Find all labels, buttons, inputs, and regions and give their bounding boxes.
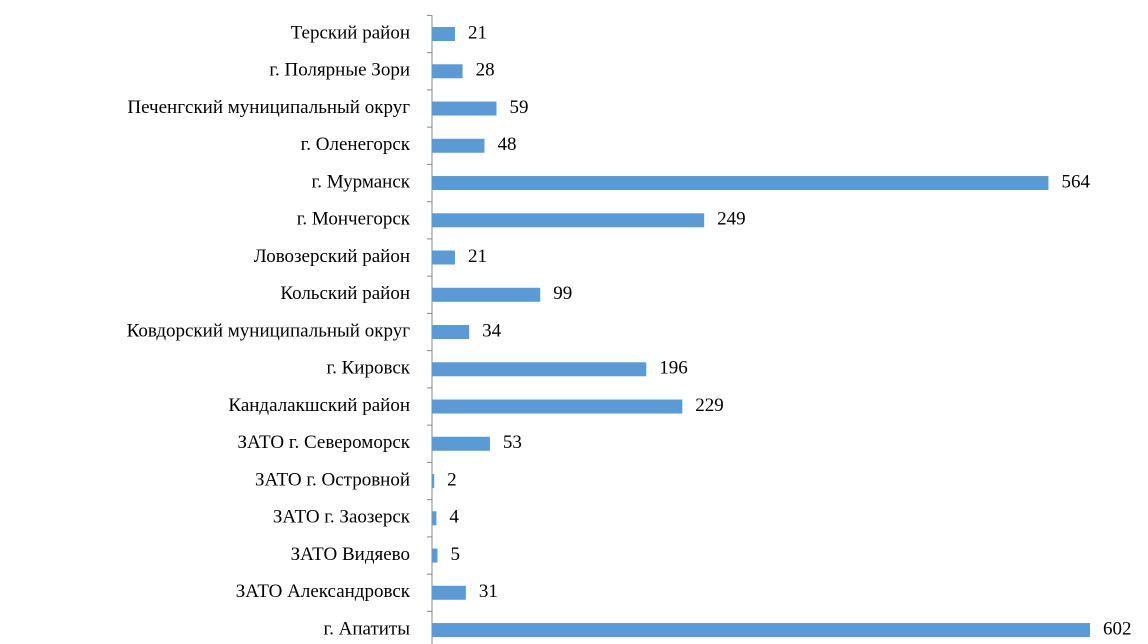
- category-label: Кандалакшский район: [228, 395, 410, 416]
- bar: [432, 548, 438, 563]
- bar: [432, 474, 435, 489]
- bar: [432, 623, 1090, 638]
- category-label: г. Мурманск: [312, 171, 411, 192]
- category-label: г. Оленегорск: [301, 134, 411, 155]
- bar: [432, 64, 463, 79]
- bar: [432, 250, 455, 265]
- value-label: 28: [476, 60, 495, 81]
- category-label: ЗАТО г. Заозерск: [273, 507, 411, 528]
- value-label: 5: [450, 544, 460, 565]
- bar: [432, 138, 485, 153]
- bar: [432, 27, 455, 42]
- value-label: 249: [717, 209, 746, 230]
- value-label: 4: [449, 507, 459, 528]
- bar: [432, 176, 1049, 191]
- value-label: 99: [553, 283, 572, 304]
- category-label: г. Кировск: [326, 358, 410, 379]
- value-label: 59: [509, 97, 528, 118]
- bar: [432, 436, 490, 451]
- value-label: 48: [497, 134, 516, 155]
- bar: [432, 101, 497, 116]
- value-label: 21: [468, 22, 487, 43]
- bar: [432, 325, 470, 340]
- category-label: г. Полярные Зори: [269, 60, 410, 81]
- category-label: ЗАТО Александровск: [236, 581, 411, 602]
- bar: [432, 213, 705, 228]
- category-label: Печенгский муниципальный округ: [127, 97, 410, 118]
- category-label: ЗАТО г. Островной: [255, 469, 410, 490]
- value-label: 564: [1061, 171, 1090, 192]
- value-label: 196: [659, 358, 688, 379]
- bar: [432, 399, 683, 414]
- value-label: 53: [503, 432, 522, 453]
- category-label: Ковдорский муниципальный округ: [127, 320, 411, 341]
- category-label: Кольский район: [280, 283, 410, 304]
- bar: [432, 511, 437, 526]
- category-label: Терский район: [291, 22, 410, 43]
- category-label: ЗАТО Видяево: [291, 544, 410, 565]
- bar: [432, 585, 466, 600]
- category-label: ЗАТО г. Североморск: [237, 432, 410, 453]
- value-label: 21: [468, 246, 487, 267]
- value-label: 34: [482, 320, 502, 341]
- value-label: 2: [447, 469, 457, 490]
- value-label: 229: [695, 395, 724, 416]
- value-label: 31: [479, 581, 498, 602]
- value-label: 602: [1103, 618, 1132, 639]
- category-label: г. Апатиты: [323, 618, 410, 639]
- bar: [432, 287, 541, 302]
- category-label: Ловозерский район: [254, 246, 410, 267]
- category-label: г. Мончегорск: [297, 209, 411, 230]
- bar: [432, 362, 647, 377]
